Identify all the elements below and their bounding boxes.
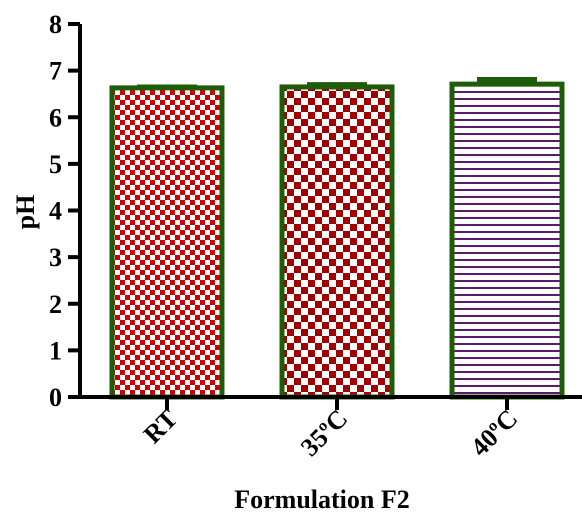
- x-tick-label: 35ºC: [295, 404, 353, 462]
- bar: [109, 85, 225, 400]
- bar: [279, 84, 395, 400]
- x-tick-label: RT: [138, 404, 183, 449]
- y-tick-label: 7: [49, 57, 62, 86]
- y-tick-label: 4: [49, 197, 62, 226]
- y-tick-label: 1: [49, 336, 62, 365]
- y-axis-title: pH: [11, 195, 40, 230]
- y-tick-label: 3: [49, 243, 62, 272]
- y-tick-label: 0: [49, 383, 62, 412]
- bar: [449, 81, 565, 400]
- y-tick-label: 5: [49, 150, 62, 179]
- x-axis-title: Formulation F2: [234, 485, 410, 514]
- y-tick-label: 8: [49, 10, 62, 39]
- y-tick-label: 6: [49, 103, 62, 132]
- x-tick-label: 40ºC: [465, 404, 523, 462]
- y-tick-label: 2: [49, 290, 62, 319]
